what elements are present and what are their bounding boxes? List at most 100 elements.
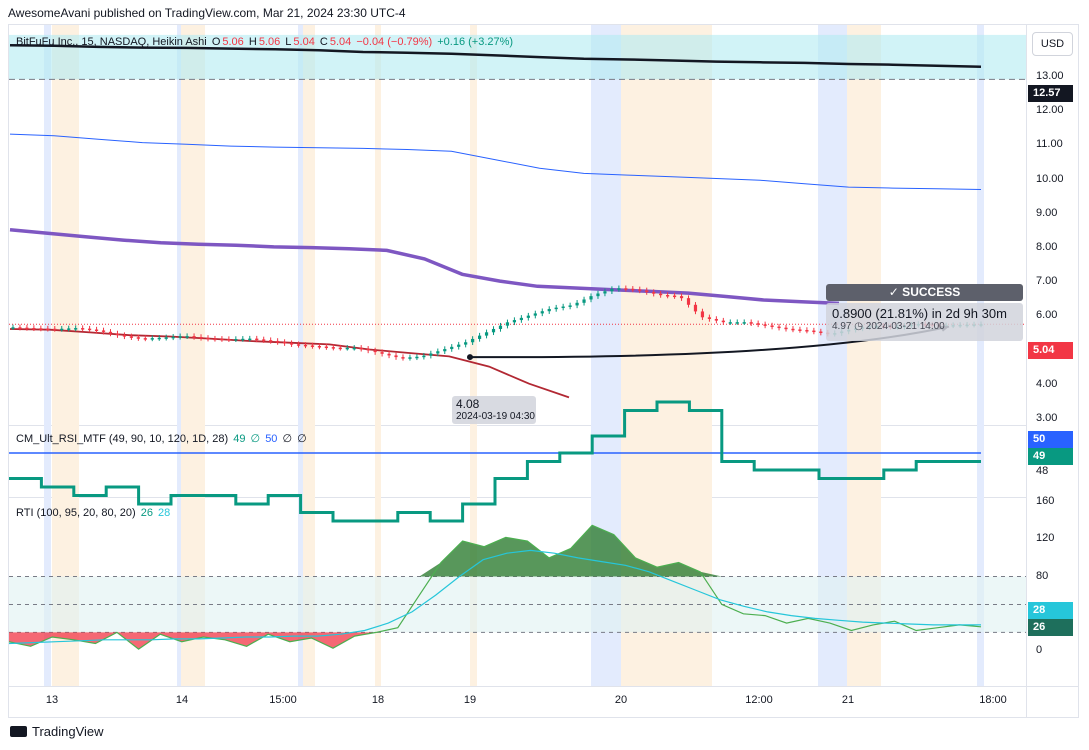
candle-body: [255, 338, 259, 341]
candle-body: [707, 317, 712, 319]
rti-tick-label: 120: [1036, 532, 1055, 545]
candle-body: [471, 338, 475, 343]
candle-body: [53, 328, 57, 331]
candle-body: [561, 306, 565, 309]
candle-body: [728, 322, 732, 324]
rti-tag-lower: 26: [1028, 619, 1073, 636]
tradingview-logo[interactable]: TradingView: [10, 724, 104, 739]
red-ma-line: [9, 328, 570, 399]
candle-body: [554, 307, 558, 310]
candle-body: [631, 288, 635, 291]
pane-divider-rsi[interactable]: [9, 425, 1026, 426]
candle-body: [234, 339, 238, 341]
chart-canvas[interactable]: [9, 25, 1026, 686]
price-axis-divider: [1026, 24, 1027, 718]
rti-tag-upper: 28: [1028, 602, 1073, 619]
session-band-1: [52, 25, 79, 686]
candle-body: [310, 345, 315, 347]
rsi-value-2: 50: [265, 433, 278, 445]
candle-body: [387, 353, 391, 356]
candle-body: [679, 296, 684, 299]
candle-body: [672, 295, 677, 298]
rti-value-2: 28: [158, 507, 171, 519]
session-band-0: [44, 25, 51, 686]
candle-body: [819, 331, 823, 334]
rti-signal-line: [9, 549, 981, 645]
candle-body: [289, 343, 294, 345]
tv-logo-icon: [10, 726, 27, 737]
success-badge[interactable]: ✓ SUCCESS: [826, 284, 1023, 301]
rti-overbought-fill: [9, 525, 981, 577]
candle-body: [46, 328, 50, 331]
clock-icon: ◷: [854, 321, 863, 332]
candle-body: [464, 342, 468, 345]
candle-body: [81, 328, 85, 330]
session-band-4: [298, 25, 303, 686]
candle-body: [94, 329, 99, 332]
candle-body: [303, 344, 308, 347]
time-tick-label: 15:00: [269, 694, 297, 706]
price-tick-label: 13.00: [1036, 70, 1064, 82]
candle-body: [589, 296, 593, 300]
rti-name: RTI (100, 95, 20, 80, 20): [16, 507, 136, 519]
candle-body: [770, 325, 774, 327]
candle-body: [262, 339, 266, 341]
rsi-line: [9, 400, 981, 523]
candle-body: [88, 328, 92, 331]
tradingview-brand: TradingView: [32, 724, 104, 739]
candle-body: [401, 357, 405, 359]
candle-body: [450, 346, 454, 350]
pane-divider-rti[interactable]: [9, 497, 1026, 498]
price-tick-label: 3.00: [1036, 412, 1058, 424]
candle-body: [645, 290, 649, 293]
rsi-value-1: 49: [233, 433, 246, 445]
rti-legend[interactable]: RTI (100, 95, 20, 80, 20) 26 28: [16, 507, 172, 519]
rsi-legend[interactable]: CM_Ult_RSI_MTF (49, 90, 10, 120, 1D, 28)…: [16, 432, 309, 445]
low-point-date: 2024-03-19 04:30: [456, 411, 535, 422]
price-tick-label: 12.00: [1036, 104, 1064, 117]
close-value: 5.04: [329, 36, 352, 48]
price-tick-label: 4.00: [1036, 377, 1058, 390]
measure-start-point: [467, 354, 473, 361]
time-tick-label: 21: [841, 694, 855, 706]
candle-body: [338, 347, 342, 350]
candle-body: [373, 350, 377, 353]
time-tick-label: 18: [371, 694, 385, 706]
time-tick-label: 13: [45, 694, 59, 706]
candle-body: [610, 289, 614, 292]
candle-body: [220, 338, 224, 341]
candle-body: [359, 347, 363, 350]
candle-body: [666, 295, 670, 297]
candle-body: [192, 336, 196, 338]
candle-body: [603, 291, 607, 294]
session-band-10: [818, 25, 847, 686]
candle-body: [394, 355, 398, 358]
time-tick-label: 20: [614, 694, 628, 706]
price-tick-label: 8.00: [1036, 241, 1058, 253]
rsi-tick-label: 48: [1036, 465, 1049, 477]
candle-body: [477, 335, 482, 339]
rti-tick-label: 160: [1036, 495, 1055, 507]
candle-body: [324, 346, 328, 349]
low-point-box[interactable]: 4.08 2024-03-19 04:30: [452, 396, 536, 424]
candle-body: [742, 322, 746, 324]
measure-result-box[interactable]: 0.8900 (21.81%) in 2d 9h 30m 4.97 ◷ 2024…: [826, 303, 1023, 341]
session-band-7: [470, 25, 477, 686]
time-tick-label: 18:00: [979, 694, 1007, 706]
candle-body: [408, 357, 412, 359]
measure-result-text: 0.8900 (21.81%) in 2d 9h 30m: [832, 306, 1007, 321]
candle-body: [777, 326, 781, 329]
candle-body: [568, 305, 572, 307]
candle-body: [575, 302, 579, 306]
price-tick-label: 6.00: [1036, 309, 1058, 322]
price-tick-label: 11.00: [1036, 138, 1063, 151]
candle-body: [582, 299, 586, 303]
rti-tick-label: 80: [1036, 569, 1049, 582]
blue-ma-line: [9, 133, 982, 190]
currency-button[interactable]: USD: [1032, 32, 1073, 56]
candle-body: [519, 317, 523, 321]
rsi-tag-lower: 49: [1028, 448, 1073, 465]
candle-body: [143, 338, 147, 340]
change-value: −0.04 (−0.79%): [356, 36, 433, 48]
